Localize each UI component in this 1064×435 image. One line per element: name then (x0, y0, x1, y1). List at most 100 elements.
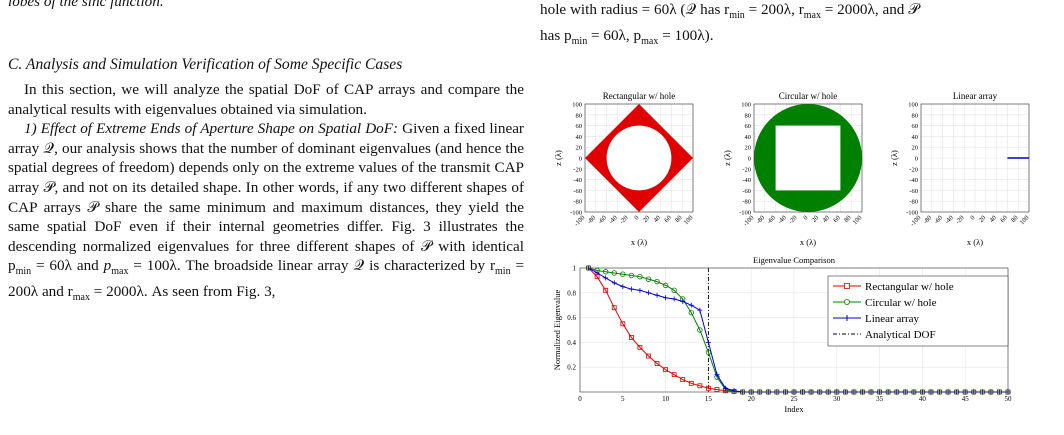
y-tick-label: -100 (739, 210, 751, 217)
x-axis-label: x (λ) (967, 237, 983, 247)
x-tick-label: -40 (944, 214, 955, 225)
data-point (628, 272, 635, 279)
y-tick-label: 0.4 (567, 339, 576, 347)
y-tick-label: 0 (915, 156, 918, 163)
axes-box (753, 103, 863, 213)
x-tick-label: -20 (955, 214, 966, 225)
paragraph-2-body: Given a fixed linear array 𝒬, our analys… (8, 120, 524, 275)
figure-3: Rectangular w/ hole100806040200-20-40-60… (552, 91, 1030, 414)
data-point (603, 287, 609, 293)
y-tick-label: 100 (908, 102, 918, 109)
y-tick-label: 60 (912, 123, 919, 130)
y-tick-label: -20 (742, 166, 751, 173)
y-tick-label: 1 (573, 265, 577, 273)
x-tick-label: 60 (832, 214, 842, 224)
subplot-title: Linear array (953, 91, 998, 101)
y-tick-label: 40 (912, 134, 919, 141)
x-tick-label: -20 (788, 214, 799, 225)
y-tick-label: -80 (909, 199, 918, 206)
y-tick-label: 20 (576, 145, 583, 152)
data-point (645, 276, 652, 282)
y-tick-label: -60 (742, 188, 751, 195)
data-point (646, 353, 651, 359)
subplot-rectangular: Rectangular w/ hole100806040200-20-40-60… (553, 91, 694, 247)
y-tick-label: -20 (573, 166, 582, 173)
x-tick-label: 0 (578, 395, 582, 403)
x-tick-label: 40 (919, 395, 927, 403)
data-point (602, 269, 609, 275)
y-tick-label: 60 (745, 123, 752, 130)
legend-marker (844, 283, 850, 289)
y-tick-label: -80 (742, 199, 751, 206)
data-point (663, 367, 668, 373)
x-tick-label: 10 (662, 395, 670, 403)
y-tick-label: 0.6 (567, 314, 576, 322)
data-point (620, 271, 626, 277)
data-point (688, 309, 694, 316)
legend-label: Rectangular w/ hole (865, 281, 954, 293)
legend-label: Circular w/ hole (865, 297, 937, 309)
x-tick-label: 15 (705, 395, 713, 403)
y-tick-label: -100 (570, 210, 582, 217)
data-point (680, 377, 686, 383)
data-point (671, 372, 677, 378)
y-tick-label: 20 (912, 145, 919, 152)
y-tick-label: -40 (742, 177, 751, 184)
x-tick-label: 20 (748, 395, 756, 403)
subplot-circular: Circular w/ hole100806040200-20-40-60-80… (722, 91, 863, 247)
y-tick-label: -80 (573, 199, 582, 206)
data-point (705, 385, 711, 391)
y-tick-label: 80 (912, 112, 919, 119)
x-tick-label: 100 (852, 214, 864, 226)
x-tick-label: 40 (652, 214, 662, 224)
x-tick-label: -60 (933, 214, 944, 225)
y-axis-label: z (λ) (889, 150, 899, 166)
data-point (662, 282, 669, 289)
y-tick-label: 40 (745, 134, 752, 141)
subplot-title: Circular w/ hole (779, 91, 837, 101)
data-point (637, 344, 643, 350)
x-tick-label: -80 (922, 214, 933, 225)
data-point (637, 273, 643, 280)
y-tick-label: 0 (748, 156, 751, 163)
data-point (671, 287, 677, 294)
subplot-linear: Linear array100806040200-20-40-60-80-100… (889, 91, 1030, 247)
y-tick-label: 20 (745, 145, 752, 152)
x-tick-label: 5 (621, 395, 625, 403)
data-point (697, 383, 703, 389)
data-point (654, 361, 660, 366)
x-tick-label: 35 (876, 395, 884, 403)
x-tick-label: 0 (633, 214, 640, 221)
x-tick-label: 80 (843, 214, 853, 224)
data-point (714, 387, 720, 392)
paragraph-2-heading: 1) Effect of Extreme Ends of Aperture Sh… (24, 120, 399, 138)
y-tick-label: 80 (576, 112, 583, 119)
x-tick-label: 45 (962, 395, 970, 403)
chart-title: Eigenvalue Comparison (753, 255, 836, 265)
y-tick-label: 0.2 (567, 364, 576, 372)
y-tick-label: 100 (572, 102, 582, 109)
body-text: In this section, we will analyze the spa… (8, 80, 524, 308)
x-tick-label: 60 (999, 214, 1009, 224)
y-tick-label: 0 (579, 156, 582, 163)
eigenvalue-chart: Eigenvalue Comparison 0 5 10 15 20 25 30 35 40 45 5… (552, 255, 1012, 414)
x-tick-label: 100 (1019, 214, 1031, 226)
x-tick-label: 50 (1005, 395, 1013, 403)
subplot-title: Rectangular w/ hole (603, 91, 675, 101)
data-point (611, 305, 617, 311)
data-point (620, 321, 626, 327)
axes-box (920, 103, 1030, 213)
y-tick-label: -40 (573, 177, 582, 184)
axes-box (584, 103, 694, 213)
x-axis-label: Index (784, 404, 804, 414)
x-tick-label: 40 (821, 214, 831, 224)
x-tick-label: -80 (586, 214, 597, 225)
y-tick-label: -60 (909, 188, 918, 195)
x-tick-label: -80 (755, 214, 766, 225)
aperture-hole (775, 125, 841, 191)
x-tick-label: -40 (777, 214, 788, 225)
x-tick-label: -60 (597, 214, 608, 225)
data-point (628, 335, 634, 340)
x-tick-label: 20 (642, 214, 652, 224)
legend-label: Linear array (865, 313, 920, 325)
